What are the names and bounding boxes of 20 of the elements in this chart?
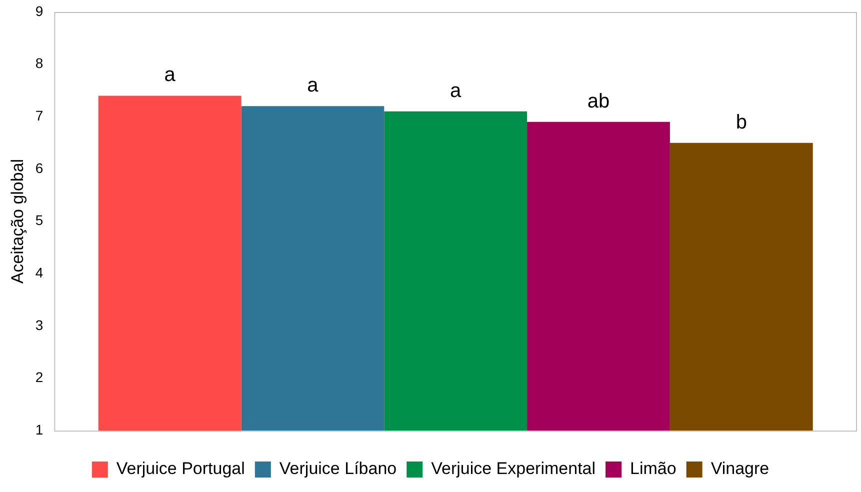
legend-label: Vinagre (710, 459, 770, 478)
data-label: ab (587, 90, 610, 112)
data-label: a (164, 64, 176, 86)
data-label: b (736, 111, 747, 134)
y-tick-label: 1 (35, 421, 44, 438)
y-tick-label: 3 (35, 316, 44, 333)
y-tick-label: 5 (35, 212, 44, 228)
y-tick-label: 2 (35, 369, 44, 386)
legend-label: Verjuice Líbano (279, 459, 397, 478)
legend-label: Verjuice Experimental (431, 459, 596, 478)
y-axis-title: Aceitação global (8, 158, 27, 284)
y-tick-label: 9 (35, 2, 44, 19)
legend-label: Verjuice Portugal (116, 459, 245, 478)
y-tick-label: 7 (35, 108, 44, 124)
data-label: a (307, 74, 320, 97)
y-tick-label: 8 (35, 55, 44, 72)
y-tick-label: 6 (35, 160, 44, 176)
y-tick-label: 4 (35, 264, 44, 280)
legend-label: Limão (630, 459, 676, 478)
data-label: a (450, 80, 462, 102)
